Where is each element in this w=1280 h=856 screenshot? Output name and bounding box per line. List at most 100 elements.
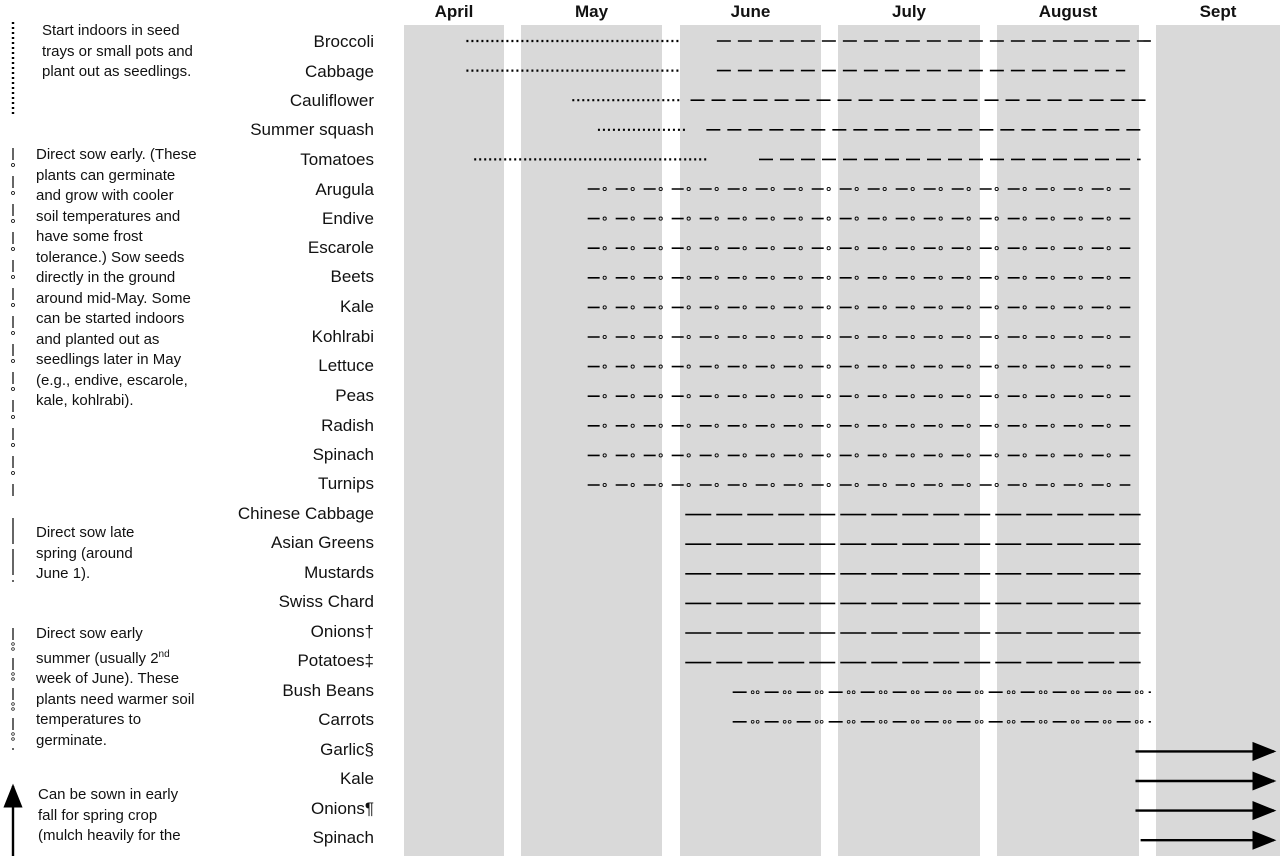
bar-radish-13-dot (742, 423, 747, 428)
bar-radish-13-dot (994, 423, 999, 428)
bar-turnips-15-dot (602, 482, 607, 488)
bar-endive-6-dot (1050, 216, 1055, 221)
bar-arugula-5-dot (798, 186, 803, 192)
crop-label-radish: Radish (321, 416, 374, 435)
bar-kale-9-dot (798, 305, 803, 310)
crop-label-cauliflower: Cauliflower (289, 91, 374, 110)
bar-bush-beans-22-dot (915, 690, 920, 694)
bar-escarole-7-dot (742, 246, 747, 251)
bar-lettuce-11-dot (1106, 364, 1111, 369)
bar-spinach-14-dot (966, 453, 971, 458)
bar-bush-beans-22-dot (1011, 690, 1016, 694)
bar-endive-6-dot (966, 216, 971, 221)
bar-turnips-15-dot (658, 482, 663, 488)
bar-kohlrabi-10-dot (1050, 334, 1055, 340)
bar-endive-6-dot (1078, 216, 1083, 221)
bar-bush-beans-22-dot (755, 690, 760, 694)
bar-kohlrabi-10-dot (826, 334, 831, 340)
crop-label-arugula: Arugula (315, 180, 374, 199)
legend-mark-dash-2dot-dot (11, 702, 15, 706)
bar-carrots-23-dot (787, 719, 792, 724)
bar-bush-beans-22-dot (947, 690, 952, 694)
bar-radish-13-dot (1106, 423, 1111, 428)
bar-arugula-5-dot (658, 186, 663, 192)
bar-turnips-15-dot (826, 482, 831, 488)
bar-peas-12-dot (938, 394, 943, 399)
bar-spinach-14-dot (798, 453, 803, 458)
legend-mark-dash-dot-dot (11, 331, 15, 335)
bar-carrots-23-dot (942, 719, 947, 724)
bar-kale-9-dot (630, 305, 635, 310)
bar-lettuce-11-dot (630, 364, 635, 369)
bar-kale-9-dot (966, 305, 971, 310)
bar-bush-beans-22-dot (1139, 690, 1144, 694)
bar-peas-12-dot (602, 394, 607, 399)
bar-carrots-23-dot (1011, 719, 1016, 724)
bar-beets-8-dot (686, 275, 691, 280)
legend-note-indoor-start: Start indoors in seed trays or small pot… (42, 22, 193, 80)
bar-arugula-5-dot (686, 186, 691, 192)
bar-escarole-7-dot (938, 246, 943, 251)
bar-endive-6-dot (826, 216, 831, 221)
bar-radish-13-dot (770, 423, 775, 428)
bar-kohlrabi-10-dot (966, 334, 971, 340)
bar-arugula-5-dot (1022, 186, 1027, 192)
bar-escarole-7-dot (882, 246, 887, 251)
bar-spinach-14-dot (854, 453, 859, 458)
bar-endive-6-dot (1022, 216, 1027, 221)
bar-beets-8-dot (826, 275, 831, 280)
crop-label-beets: Beets (330, 267, 374, 286)
bar-kohlrabi-10-dot (714, 334, 719, 340)
bar-beets-8-dot (938, 275, 943, 280)
bar-kohlrabi-10-dot (602, 334, 607, 340)
bar-carrots-23-dot (915, 719, 920, 724)
crop-label-chinese-cabbage: Chinese Cabbage (237, 504, 374, 523)
bar-carrots-23-dot (851, 719, 856, 724)
bar-kohlrabi-10-dot (938, 334, 943, 340)
bar-carrots-23-dot (1134, 719, 1139, 724)
crop-label-tomatoes: Tomatoes (300, 150, 374, 169)
crop-label-turnips: Turnips (317, 474, 374, 493)
bar-carrots-23-dot (1107, 719, 1112, 724)
bar-endive-6-dot (770, 216, 775, 221)
bar-radish-13-dot (966, 423, 971, 428)
bar-lettuce-11-dot (770, 364, 775, 369)
bar-kale-9-dot (994, 305, 999, 310)
month-column-june (680, 25, 821, 856)
bar-kohlrabi-10-dot (630, 334, 635, 340)
bar-spinach-14-dot (658, 453, 663, 458)
bar-bush-beans-22-dot (942, 690, 947, 694)
bar-endive-6-dot (630, 216, 635, 221)
legend-mark-dash-dot-dot (11, 443, 15, 447)
bar-bush-beans-22-dot (1134, 690, 1139, 694)
bar-lettuce-11-dot (966, 364, 971, 369)
crop-label-broccoli: Broccoli (313, 32, 374, 51)
legend-mark-dash-2dot-dot (11, 647, 15, 651)
legend-mark-dash-2dot-dot (11, 677, 15, 681)
bar-spinach-14-dot (882, 453, 887, 458)
bar-endive-6-dot (994, 216, 999, 221)
bar-kale-9-dot (686, 305, 691, 310)
legend-mark-dash-2dot-dot (11, 737, 15, 741)
bar-endive-6-dot (938, 216, 943, 221)
bar-kale-9-dot (1106, 305, 1111, 310)
bar-peas-12-dot (658, 394, 663, 399)
bar-turnips-15-dot (630, 482, 635, 488)
bar-turnips-15-dot (1050, 482, 1055, 488)
bar-bush-beans-22-dot (1075, 690, 1080, 694)
bar-lettuce-11-dot (910, 364, 915, 369)
bar-beets-8-dot (1106, 275, 1111, 280)
bar-escarole-7-dot (770, 246, 775, 251)
bar-escarole-7-dot (1106, 246, 1111, 251)
bar-lettuce-11-dot (658, 364, 663, 369)
bar-turnips-15-dot (994, 482, 999, 488)
bar-kohlrabi-10-dot (658, 334, 663, 340)
bar-radish-13-dot (602, 423, 607, 428)
bar-spinach-14-dot (714, 453, 719, 458)
bar-spinach-14-dot (602, 453, 607, 458)
bar-kohlrabi-10-dot (1078, 334, 1083, 340)
month-header-may: May (574, 2, 609, 21)
bar-beets-8-dot (910, 275, 915, 280)
crop-label-spinach: Spinach (312, 445, 374, 464)
